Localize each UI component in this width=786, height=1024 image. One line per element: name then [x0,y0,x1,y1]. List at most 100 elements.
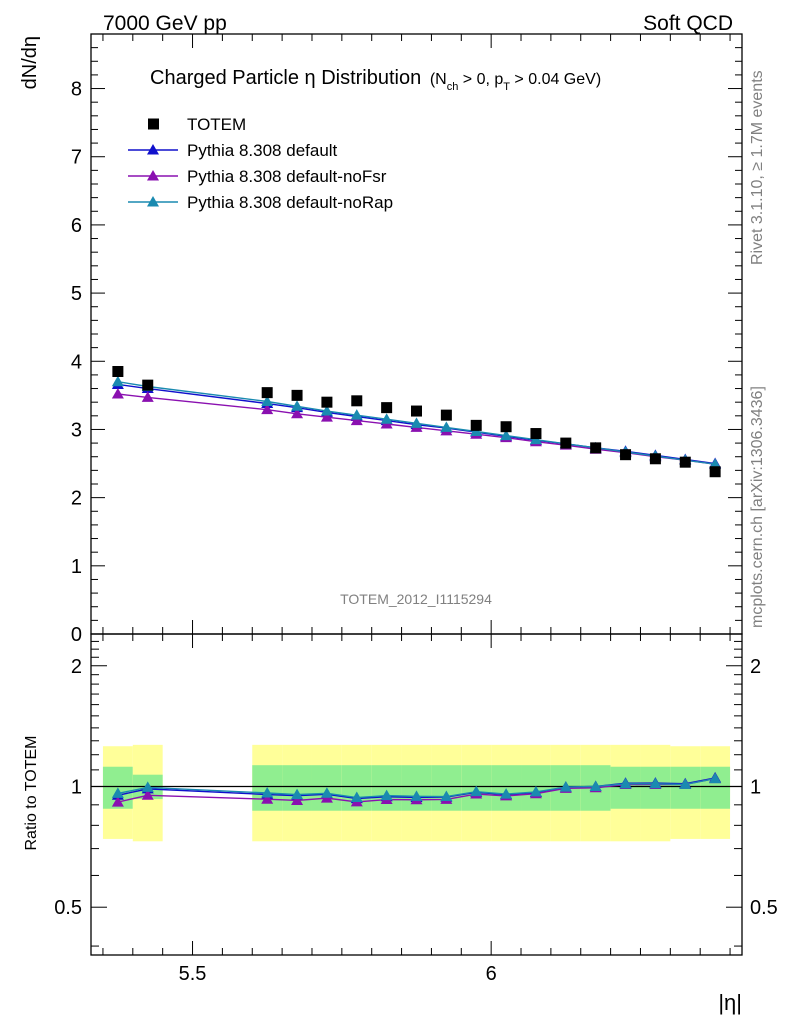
y-tick-label: 8 [71,79,82,101]
ratio-point-2 [141,781,154,792]
ratio-point-2 [350,791,363,803]
ratio-point-1 [111,796,124,807]
series-point-2 [291,400,304,411]
ratio-point-2 [619,777,632,789]
y-tick-label: 1 [71,556,82,578]
totem-point [649,453,661,465]
series-point-1 [320,411,333,422]
ratio-point-1 [141,789,154,800]
ratio-point-2 [111,787,124,798]
chart-title-n-sub: ch [447,81,459,93]
y-tick-label: 5 [71,283,82,305]
series-point-2 [440,421,453,432]
ratio-tick-label-right: 1 [750,776,761,798]
ratio-point-2 [529,785,542,797]
header-category: Soft QCD [643,12,733,35]
ratio-tick-label-right: 2 [750,656,761,678]
totem-point [679,456,691,468]
x-tick-label: 6 [486,963,497,985]
header-energy: 7000 GeV pp [103,12,227,35]
totem-point [440,409,452,421]
rivet-label: Rivet 3.1.10, ≥ 1.7M events [749,70,766,265]
ratio-point-2 [559,781,572,792]
totem-point [709,466,721,478]
ratio-point-2 [320,787,333,798]
totem-point [351,395,363,407]
totem-point [470,419,482,431]
series-point-1 [141,391,154,402]
totem-point [321,396,333,408]
ratio-point-2 [440,790,453,802]
ratio-point-2 [410,790,423,801]
y-axis-label: dN/dη [19,36,41,89]
ratio-point-2 [380,789,393,801]
legend-marker-triangle [147,144,159,155]
legend-entry-label: Pythia 8.308 default [187,141,338,160]
totem-point [560,437,572,449]
totem-point [500,421,512,433]
totem-point [381,402,393,414]
chart-title-n-rest: > 0, p [458,71,503,88]
ratio-point-1 [291,794,304,805]
chart-title-cuts-open: ( [430,71,436,88]
ratio-point-2 [649,777,662,789]
ratio-y-axis-label: Ratio to TOTEM [23,736,40,851]
ratio-tick-label-right: 0.5 [750,897,778,919]
x-axis-label: |η| [718,990,742,1015]
legend-entry-label: Pythia 8.308 default-noRap [187,193,393,212]
series-point-2 [380,413,393,424]
axes: 5.5 6 0 1 2 3 4 5 6 7 8 0.5 0.5 1 1 2 2 [54,33,778,985]
legend: TOTEM Pythia 8.308 default Pythia 8.308 de… [128,115,393,212]
y-tick-label: 2 [71,488,82,510]
totem-point [291,389,303,401]
series-point-2 [410,417,423,428]
series-point-2 [320,405,333,416]
series-point-1 [261,403,274,415]
chart-title-p-sub: T [503,81,510,93]
y-tick-label: 7 [71,147,82,169]
ratio-point-2 [470,785,483,797]
series-point-1 [350,414,363,426]
series-point-2 [709,458,722,469]
series-point-2 [500,429,513,441]
main-panel-series [111,366,722,478]
totem-point [261,387,273,399]
chart-title-cuts-close: ) [596,71,601,88]
ratio-tick-label-left: 1 [71,776,82,798]
ratio-tick-label-left: 2 [71,656,82,678]
series-point-1 [111,388,124,399]
legend-marker-triangle [147,170,159,181]
ratio-panel-frame [90,633,743,956]
totem-point [112,366,124,377]
chart-title: Charged Particle η Distribution (Nch > 0… [150,67,601,93]
y-tick-label: 4 [71,351,82,373]
legend-marker-totem [148,118,159,130]
series-point-2 [350,409,363,420]
legend-entry-label: Pythia 8.308 default-noFsr [187,167,387,186]
totem-point [620,449,632,461]
totem-point [142,379,154,391]
x-tick-label: 5.5 [179,963,207,985]
y-tick-label: 3 [71,419,82,441]
legend-marker-triangle [147,196,159,207]
y-tick-label: 0 [71,624,82,646]
ratio-point-2 [679,778,692,789]
ratio-band-inner [491,765,522,811]
ratio-tick-label-left: 0.5 [54,897,82,919]
series-point-1 [291,407,304,419]
analysis-watermark: TOTEM_2012_I1115294 [340,591,492,607]
chart-title-main: Charged Particle η Distribution [150,67,421,89]
ratio-point-2 [589,780,602,791]
ratio-point-2 [291,788,304,800]
ratio-line-2 [117,777,716,799]
legend-entry-label: TOTEM [187,115,246,134]
ratio-point-1 [261,793,274,804]
series-point-2 [111,375,124,387]
ratio-point-2 [709,772,722,784]
totem-point [530,428,542,440]
y-tick-label: 6 [71,215,82,237]
ratio-point-2 [261,786,274,798]
series-point-2 [261,395,274,406]
ratio-point-2 [500,788,513,799]
